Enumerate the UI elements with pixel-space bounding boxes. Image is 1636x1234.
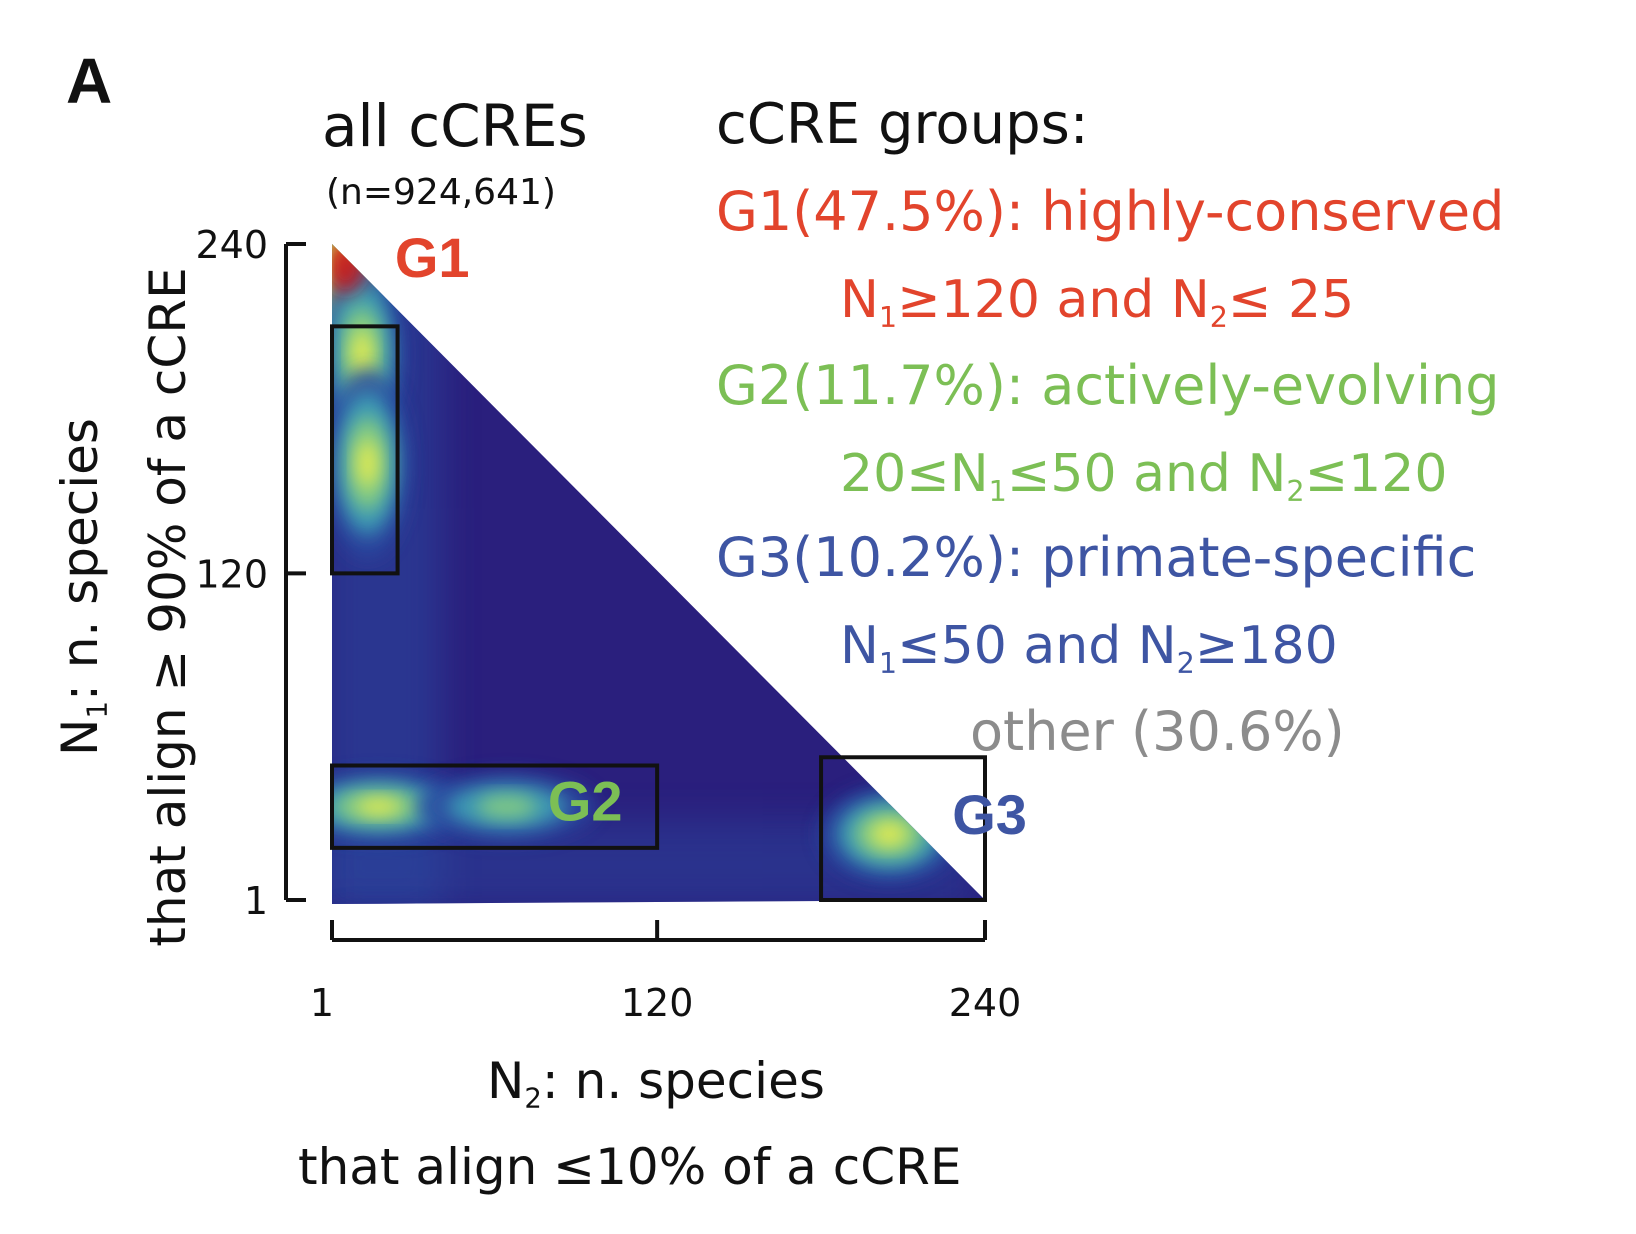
density-hotspot-6: [871, 822, 907, 847]
x-axis-title-line1: N2: n. species: [487, 1052, 825, 1115]
box-g2: [330, 763, 660, 850]
y-axis-title-line2: that align ≥ 90% of a cCRE: [139, 267, 197, 947]
group-boxes: [330, 324, 988, 902]
box-g1: [330, 324, 400, 576]
box-labels: G1 G2 G3: [395, 226, 1027, 846]
density-hotspot-4: [355, 798, 401, 816]
legend-g3-label: G3(10.2%): primate-specific: [716, 526, 1477, 589]
x-axis-title-line2: that align ≤10% of a cCRE: [298, 1138, 962, 1196]
box-g3: [819, 755, 988, 902]
panel-label: A: [66, 45, 113, 117]
density-hotspot-2: [351, 330, 373, 378]
x-tick-label-1: 1: [310, 981, 334, 1025]
y-tick-label-1: 1: [244, 879, 268, 923]
legend-g1-criteria: N1≥120 and N2≤ 25: [840, 270, 1355, 334]
box-label-g1: G1: [395, 226, 470, 289]
chart-subtitle: (n=924,641): [326, 172, 556, 213]
x-tick-label-120: 120: [621, 981, 694, 1025]
y-tick-label-120: 120: [195, 552, 268, 596]
axes: 1 120 240 1 120 240: [195, 223, 1021, 1025]
density-hotspot-3: [357, 439, 379, 488]
legend-heading: cCRE groups:: [716, 92, 1089, 157]
density-peak-core: [332, 244, 364, 292]
box-label-g2: G2: [548, 769, 623, 832]
legend-g2-criteria: 20≤N1≤50 and N2≤120: [840, 444, 1448, 508]
y-tick-label-240: 240: [195, 223, 268, 267]
legend-g2-label: G2(11.7%): actively-evolving: [716, 354, 1500, 417]
chart-title: all cCREs: [322, 92, 588, 160]
density-hotspot-5: [476, 795, 537, 819]
x-tick-label-240: 240: [949, 981, 1022, 1025]
y-axis-title-line1: N1: n. species: [51, 418, 114, 756]
legend-other: other (30.6%): [970, 700, 1345, 763]
legend-g1-label: G1(47.5%): highly-conserved: [716, 180, 1505, 243]
box-label-g3: G3: [952, 783, 1027, 846]
legend-g3-criteria: N1≤50 and N2≥180: [840, 616, 1338, 680]
